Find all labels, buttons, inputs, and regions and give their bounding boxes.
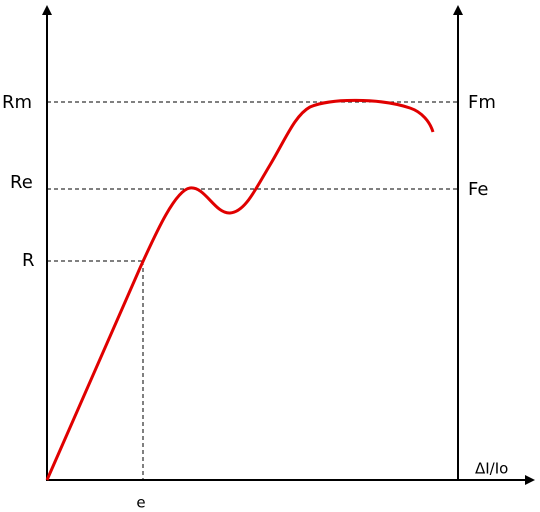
fe-label: Fe	[468, 179, 488, 200]
fm-label: Fm	[468, 92, 496, 113]
rm-label: Rm	[2, 92, 32, 113]
re-label: Re	[10, 172, 33, 193]
r-label: R	[22, 250, 35, 271]
x-axis-label: ΔI/Io	[475, 460, 508, 478]
strain-label: e	[136, 494, 145, 512]
stress-strain-curve	[45, 98, 435, 481]
